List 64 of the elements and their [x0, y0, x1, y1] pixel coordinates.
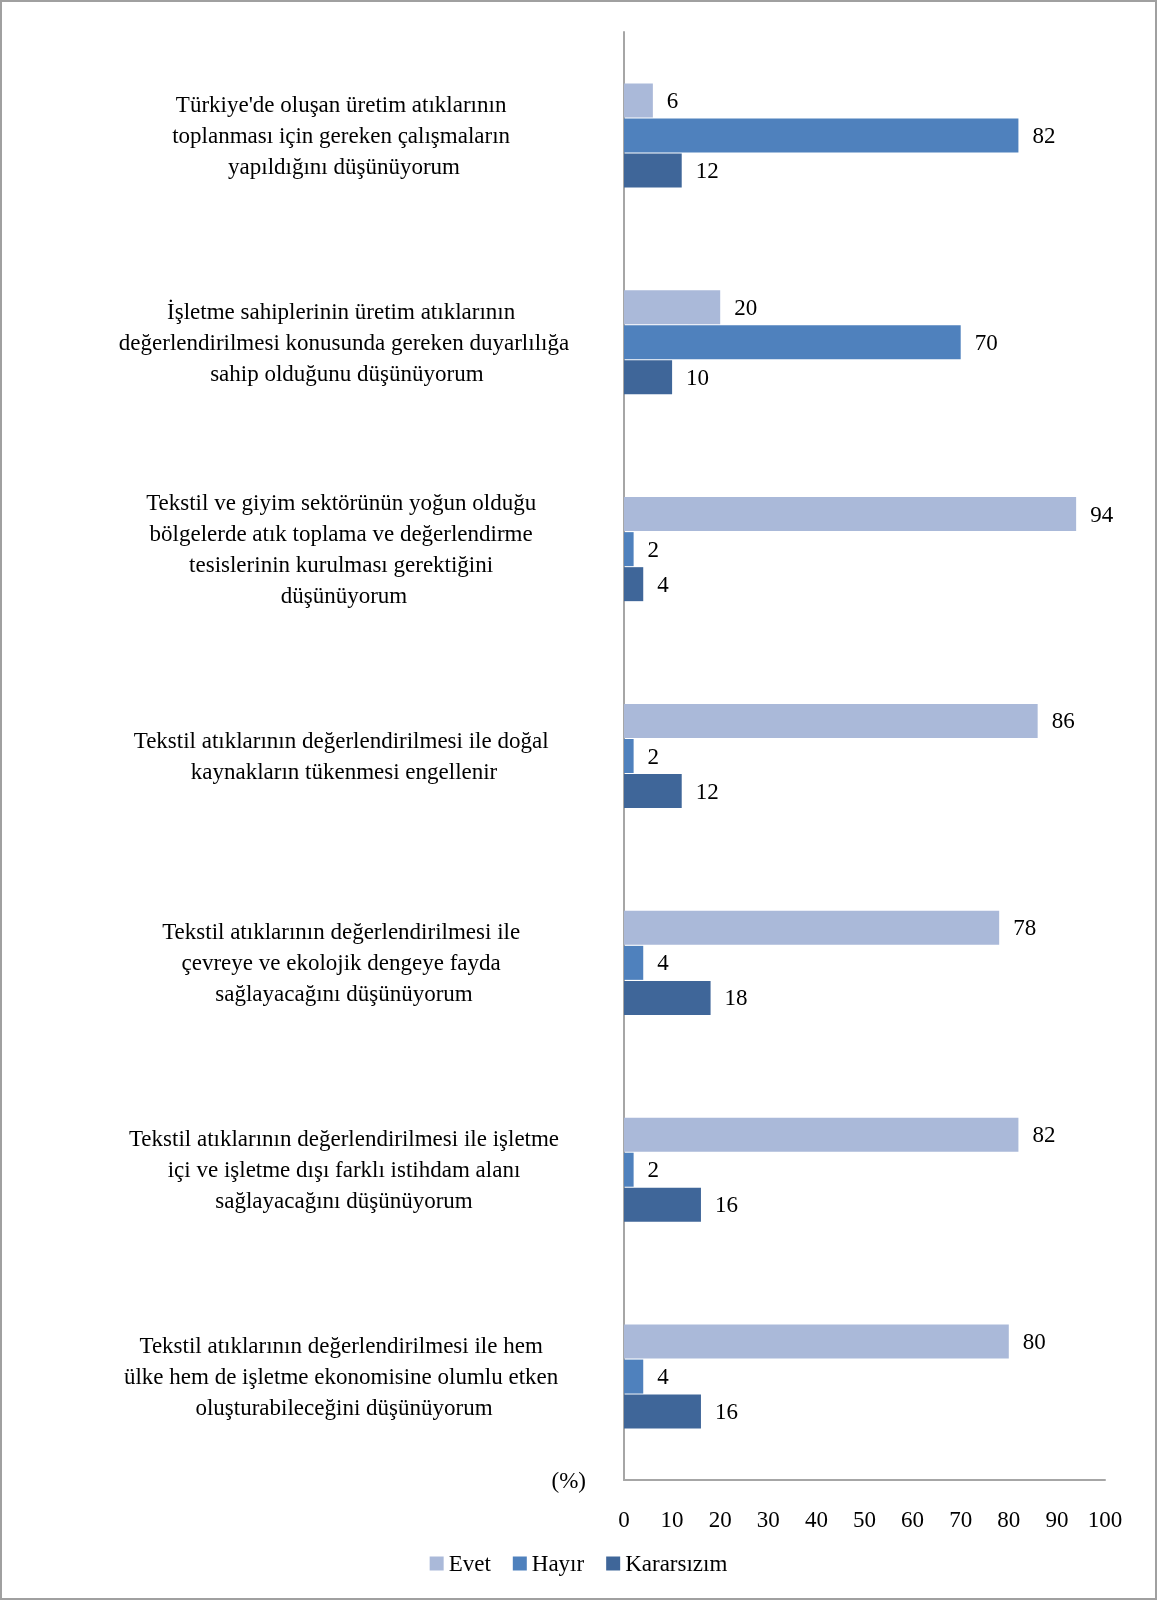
- bar: [624, 1187, 701, 1222]
- y-tick-label: Tekstil atıklarının değerlendirilmesi ile hem ülke hem de işletme ekonomisine olumlu etken oluşturabileceğini düşünüyorum: [123, 1333, 565, 1421]
- bar: [624, 910, 1000, 945]
- bar: [624, 1117, 1019, 1152]
- data-label: 16: [714, 1192, 738, 1218]
- x-tick-label: 0: [618, 1507, 630, 1532]
- data-label: 18: [724, 985, 748, 1011]
- data-label: 86: [1051, 708, 1075, 734]
- x-tick-label: 20: [708, 1507, 732, 1532]
- data-label: 2: [647, 743, 660, 769]
- y-tick-label: Tekstil atıklarının değerlendirilmesi ile işletme içi ve işletme dışı farklı istihdam alanı sağlayacağını düşünüyorum: [128, 1126, 560, 1214]
- bar: [624, 1394, 701, 1429]
- data-label: 10: [686, 364, 710, 390]
- bar: [624, 703, 1038, 738]
- bar: [624, 290, 721, 325]
- data-label: 12: [695, 157, 719, 183]
- legend-label: Hayır: [531, 1551, 585, 1576]
- x-tick-label: 50: [853, 1507, 876, 1532]
- bar: [624, 532, 634, 567]
- x-tick-label: 60: [901, 1507, 925, 1532]
- x-tick-label: 40: [804, 1507, 828, 1532]
- x-tick-label: 70: [949, 1507, 973, 1532]
- bar: [624, 1324, 1009, 1359]
- x-tick-label: 100: [1087, 1507, 1123, 1532]
- data-label: 2: [647, 1157, 660, 1183]
- data-label: 4: [657, 571, 670, 597]
- x-axis-title: (%): [551, 1467, 586, 1493]
- bar: [624, 153, 682, 188]
- bar: [624, 739, 634, 773]
- bar: [624, 1152, 634, 1187]
- x-tick-label: 10: [660, 1507, 684, 1532]
- bar: [624, 774, 682, 809]
- bar: [624, 980, 711, 1015]
- data-label: 80: [1022, 1329, 1046, 1355]
- legend-label: Evet: [448, 1551, 492, 1576]
- bar: [624, 118, 1019, 153]
- bar: [624, 945, 644, 980]
- bar: [624, 497, 1077, 532]
- x-tick-label: 30: [756, 1507, 780, 1532]
- data-label: 70: [974, 329, 998, 355]
- data-label: 12: [695, 778, 719, 804]
- y-tick-label: İşletme sahiplerinin üretim atıklarının değerlendirilmesi konusunda gereken duyarlılığa sahip olduğunu düşünüyorum: [118, 298, 570, 386]
- bar: [624, 325, 961, 360]
- data-label: 16: [714, 1399, 738, 1425]
- bar: [624, 83, 653, 118]
- y-tick-label: Tekstil atıklarının değerlendirilmesi ile çevreye ve ekolojik dengeye fayda sağlayacağını düşünüyorum: [162, 919, 526, 1007]
- legend-label: Kararsızım: [625, 1551, 728, 1576]
- y-tick-label: Tekstil ve giyim sektörünün yoğun olduğu bölgelerde atık toplama ve değerlendirme tesislerinin kurulması gerektiğini düşünüyorum: [146, 490, 542, 609]
- data-label: 94: [1090, 501, 1114, 527]
- x-tick-label: 90: [1045, 1507, 1069, 1532]
- data-label: 4: [657, 1364, 670, 1390]
- data-label: 82: [1032, 1122, 1056, 1148]
- data-label: 20: [734, 294, 758, 320]
- y-tick-label: Türkiye'de oluşan üretim atıklarının toplanması için gereken çalışmaların yapıldığını düşünüyorum: [172, 91, 516, 179]
- bar: [624, 567, 644, 602]
- data-label: 6: [666, 87, 679, 113]
- data-label: 4: [657, 950, 670, 976]
- x-tick-label: 80: [997, 1507, 1021, 1532]
- y-tick-label: Tekstil atıklarının değerlendirilmesi ile doğal kaynakların tükenmesi engellenir: [133, 728, 555, 784]
- data-label: 78: [1013, 915, 1037, 941]
- data-label: 2: [647, 536, 660, 562]
- data-label: 82: [1032, 122, 1056, 148]
- bar: [624, 360, 673, 395]
- bar: [624, 1359, 644, 1394]
